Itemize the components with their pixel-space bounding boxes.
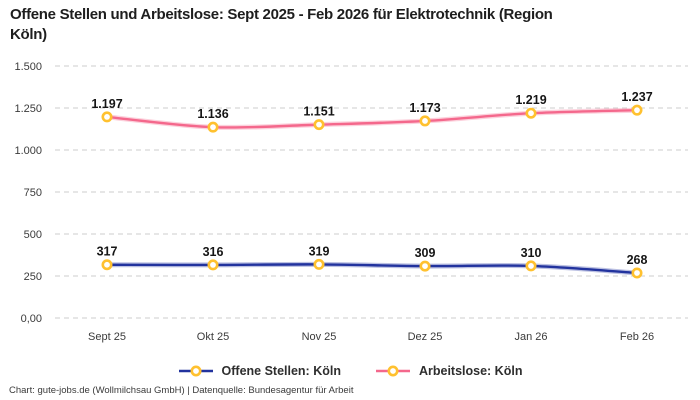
data-point-marker[interactable] xyxy=(101,111,113,123)
chart-title-line1: Offene Stellen und Arbeitslose: Sept 202… xyxy=(10,6,553,23)
data-point-marker[interactable] xyxy=(631,267,643,279)
y-axis-tick-label: 750 xyxy=(24,187,42,199)
data-point-marker[interactable] xyxy=(313,258,325,270)
y-axis-tick-label: 500 xyxy=(24,229,42,241)
data-point-marker[interactable] xyxy=(525,107,537,119)
data-point-label: 1.237 xyxy=(621,90,652,104)
data-point-marker[interactable] xyxy=(631,104,643,116)
series-line xyxy=(105,263,639,275)
data-point-marker[interactable] xyxy=(313,119,325,131)
chart-legend: Offene Stellen: Köln Arbeitslose: Köln xyxy=(0,360,700,382)
legend-item[interactable]: Offene Stellen: Köln xyxy=(178,364,341,378)
data-point-label: 309 xyxy=(415,246,436,260)
data-point-marker[interactable] xyxy=(207,121,219,133)
data-point-label: 310 xyxy=(521,246,542,260)
data-point-label: 1.151 xyxy=(303,105,334,119)
data-point-marker[interactable] xyxy=(101,259,113,271)
y-axis-tick-label: 0,00 xyxy=(21,313,42,325)
data-point-label: 1.136 xyxy=(197,107,228,121)
y-axis-tick-label: 1.500 xyxy=(14,61,42,73)
x-axis-tick-label: Jan 26 xyxy=(514,331,547,343)
data-point-marker[interactable] xyxy=(525,260,537,272)
chart-footer: Chart: gute-jobs.de (Wollmilchsau GmbH) … xyxy=(9,385,354,396)
legend-marker-icon xyxy=(375,365,410,377)
x-axis-tick-label: Dez 25 xyxy=(408,331,443,343)
legend-label: Offene Stellen: Köln xyxy=(221,364,341,378)
data-point-label: 319 xyxy=(309,244,330,258)
data-point-marker[interactable] xyxy=(419,115,431,127)
data-point-label: 316 xyxy=(203,245,224,259)
x-axis-tick-label: Okt 25 xyxy=(197,331,229,343)
legend-label: Arbeitslose: Köln xyxy=(418,364,523,378)
series-line xyxy=(105,108,639,129)
chart-title-line2: Köln) xyxy=(10,26,47,43)
data-point-marker[interactable] xyxy=(419,260,431,272)
data-point-label: 268 xyxy=(627,253,648,267)
legend-marker-icon xyxy=(178,365,213,377)
data-point-marker[interactable] xyxy=(207,259,219,271)
chart-title: Offene Stellen und Arbeitslose: Sept 202… xyxy=(10,5,670,45)
legend-item[interactable]: Arbeitslose: Köln xyxy=(375,364,523,378)
data-point-label: 317 xyxy=(97,245,118,259)
y-axis-tick-label: 1.000 xyxy=(14,145,42,157)
data-point-label: 1.219 xyxy=(515,93,546,107)
x-axis-tick-label: Feb 26 xyxy=(620,331,654,343)
x-axis-tick-label: Nov 25 xyxy=(302,331,337,343)
x-axis-tick-label: Sept 25 xyxy=(88,331,126,343)
y-axis-tick-label: 250 xyxy=(24,271,42,283)
y-axis-tick-label: 1.250 xyxy=(14,103,42,115)
data-point-label: 1.173 xyxy=(409,101,440,115)
data-point-label: 1.197 xyxy=(91,97,122,111)
